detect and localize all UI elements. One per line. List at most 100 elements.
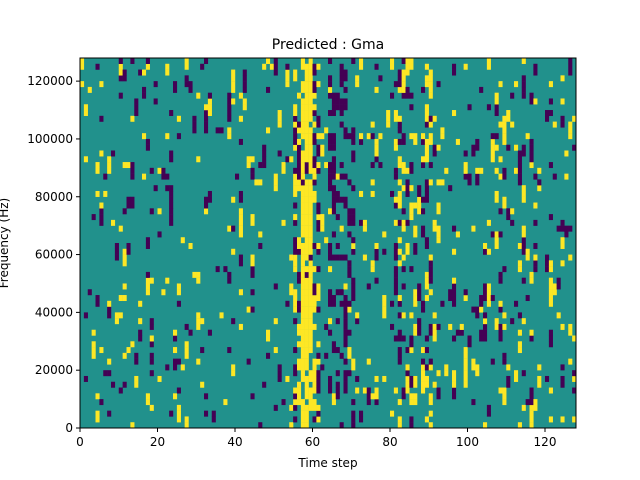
heatmap-cell	[335, 254, 340, 261]
heatmap-cell	[424, 110, 429, 117]
heatmap-cell	[304, 387, 309, 394]
heatmap-cell	[273, 404, 278, 411]
heatmap-plot-area	[80, 58, 577, 429]
x-tick-label: 60	[305, 435, 320, 449]
heatmap-cell	[196, 277, 201, 284]
heatmap-cell	[405, 69, 410, 76]
heatmap-cell	[409, 185, 414, 192]
heatmap-cell	[231, 225, 236, 232]
heatmap-cell	[401, 266, 406, 273]
heatmap-cell	[428, 393, 433, 400]
heatmap-cell	[409, 375, 414, 382]
heatmap-cell	[362, 219, 367, 226]
heatmap-cell	[517, 179, 522, 186]
heatmap-cell	[413, 289, 418, 296]
heatmap-cell	[343, 295, 348, 302]
heatmap-cell	[308, 156, 313, 163]
heatmap-cell	[564, 231, 569, 238]
heatmap-cell	[514, 375, 519, 382]
heatmap-cell	[502, 133, 507, 140]
heatmap-cell	[312, 323, 317, 330]
heatmap-cell	[529, 393, 534, 400]
heatmap-cell	[316, 295, 321, 302]
heatmap-cell	[304, 341, 309, 348]
heatmap-cell	[521, 248, 526, 255]
heatmap-cell	[304, 121, 309, 128]
heatmap-cell	[207, 92, 212, 99]
heatmap-cell	[277, 375, 282, 382]
heatmap-cell	[424, 237, 429, 244]
heatmap-cell	[413, 202, 418, 209]
heatmap-cell	[471, 225, 476, 232]
heatmap-cell	[142, 86, 147, 93]
heatmap-cell	[196, 156, 201, 163]
heatmap-cell	[351, 422, 356, 429]
heatmap-cell	[107, 167, 112, 174]
heatmap-cell	[250, 266, 255, 273]
heatmap-cell	[169, 156, 174, 163]
heatmap-cell	[572, 416, 577, 423]
heatmap-cell	[149, 277, 154, 284]
heatmap-cell	[397, 127, 402, 134]
heatmap-cell	[312, 300, 317, 307]
heatmap-cell	[95, 295, 100, 302]
heatmap-cell	[424, 243, 429, 249]
heatmap-cell	[386, 115, 391, 122]
heatmap-cell	[293, 110, 298, 117]
heatmap-cell	[498, 271, 503, 278]
heatmap-cell	[529, 335, 534, 342]
heatmap-cell	[343, 300, 348, 307]
heatmap-cell	[397, 156, 402, 163]
heatmap-cell	[548, 277, 553, 284]
heatmap-cell	[304, 266, 309, 273]
heatmap-cell	[331, 133, 336, 140]
heatmap-cell	[300, 225, 305, 232]
heatmap-cell	[111, 219, 116, 226]
heatmap-cell	[448, 323, 453, 330]
heatmap-cell	[424, 75, 429, 82]
heatmap-cell	[331, 92, 336, 99]
heatmap-cell	[304, 214, 309, 221]
heatmap-cell	[165, 185, 170, 192]
heatmap-cell	[483, 248, 488, 255]
heatmap-cell	[238, 289, 243, 296]
heatmap-cell	[99, 219, 104, 226]
heatmap-cell	[510, 219, 515, 226]
heatmap-cell	[467, 173, 472, 180]
heatmap-cell	[149, 352, 154, 359]
heatmap-cell	[300, 110, 305, 117]
heatmap-cell	[339, 196, 344, 203]
heatmap-cell	[463, 162, 468, 169]
heatmap-cell	[548, 416, 553, 423]
heatmap-cell	[300, 416, 305, 423]
heatmap-cell	[281, 167, 286, 174]
heatmap-cell	[308, 283, 313, 290]
heatmap-cell	[184, 75, 189, 82]
heatmap-cell	[227, 347, 232, 354]
heatmap-cell	[343, 370, 348, 377]
heatmap-cell	[304, 92, 309, 99]
heatmap-cell	[351, 248, 356, 255]
heatmap-cell	[401, 312, 406, 319]
heatmap-cell	[517, 266, 522, 273]
heatmap-cell	[153, 185, 158, 192]
heatmap-cell	[355, 318, 360, 325]
heatmap-cell	[335, 393, 340, 400]
heatmap-cell	[300, 219, 305, 226]
heatmap-cell	[300, 254, 305, 261]
heatmap-cell	[401, 69, 406, 76]
heatmap-cell	[308, 370, 313, 377]
heatmap-cell	[444, 364, 449, 371]
heatmap-cell	[176, 283, 181, 290]
heatmap-cell	[328, 162, 333, 169]
heatmap-cell	[308, 375, 313, 382]
heatmap-cell	[273, 283, 278, 290]
x-tick-label: 120	[534, 435, 557, 449]
heatmap-cell	[494, 318, 499, 325]
heatmap-cell	[560, 75, 565, 82]
heatmap-cell	[273, 318, 278, 325]
heatmap-cell	[498, 300, 503, 307]
heatmap-cell	[374, 156, 379, 163]
heatmap-cell	[114, 248, 119, 255]
heatmap-cell	[293, 219, 298, 226]
